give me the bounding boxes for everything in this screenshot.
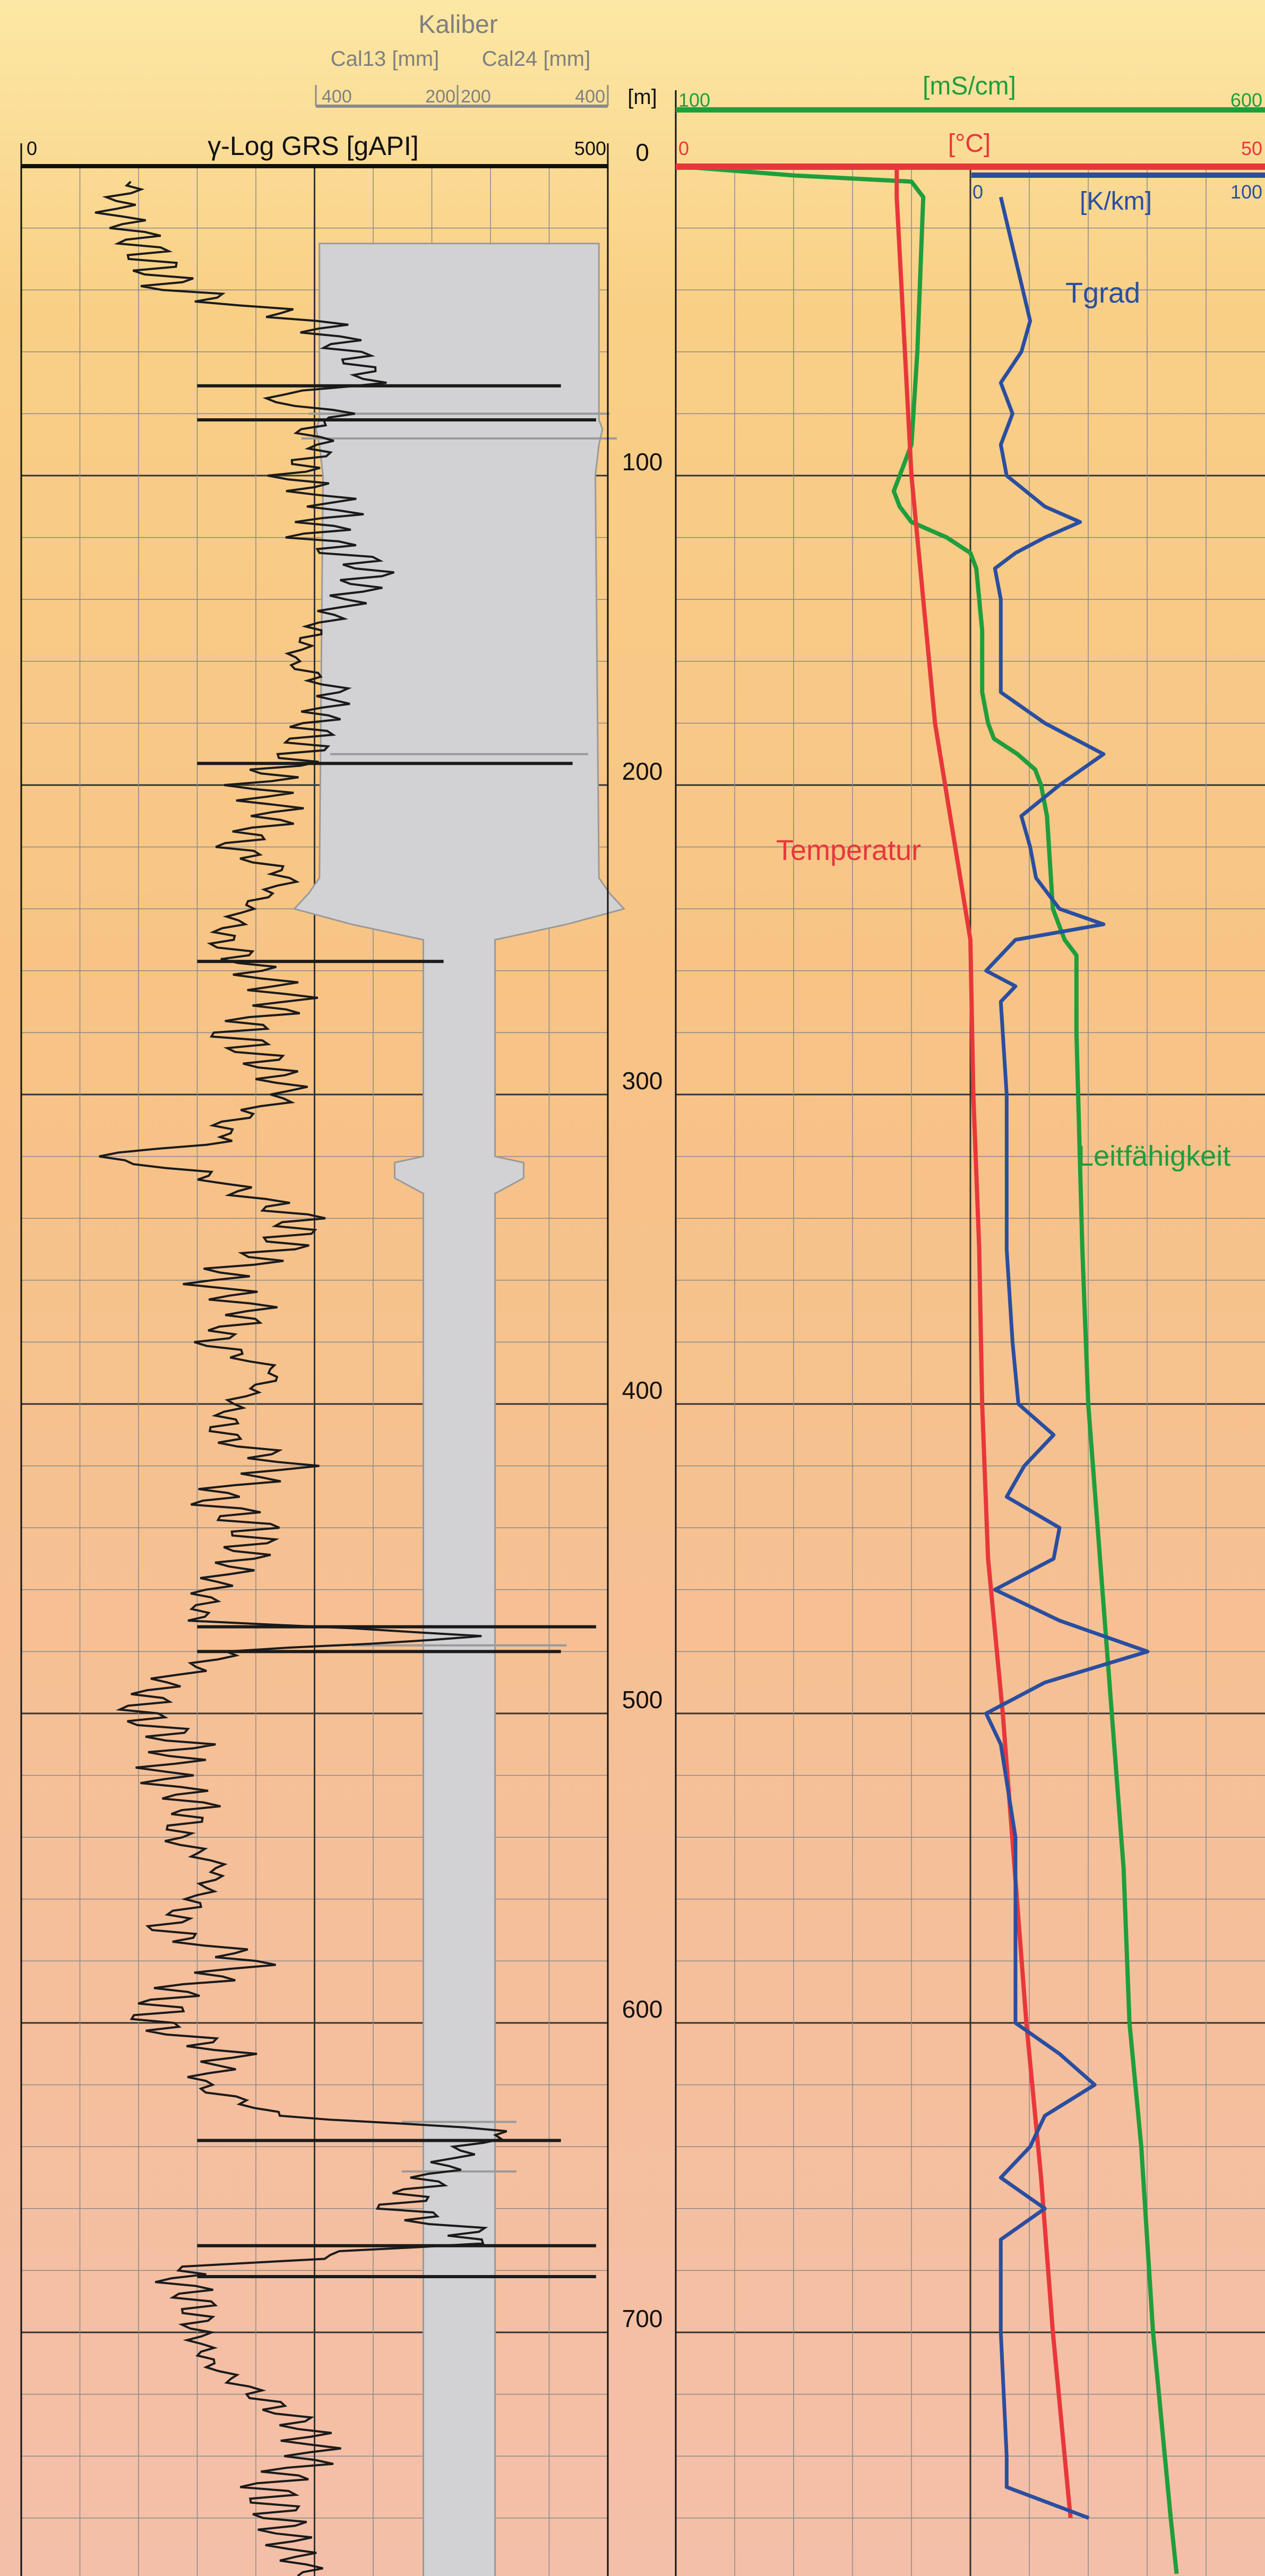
gradient-scale-max: 100 [1230, 181, 1262, 203]
temperature-gradient-curve [984, 196, 1150, 2520]
temperature-unit: [°C] [948, 130, 991, 158]
cal24-scale-200: 200 [461, 87, 491, 107]
temperature-curve-label: Temperatur [776, 834, 921, 866]
depth-tick-label: 400 [622, 1376, 663, 1404]
cal13-label: Cal13 [mm] [331, 47, 440, 71]
cal24-scale-400: 400 [575, 87, 605, 107]
conductivity-scale-max: 600 [1230, 89, 1262, 111]
tgrad-curve-label: Tgrad [1065, 277, 1140, 309]
temperature-curve [894, 166, 1073, 2519]
conductivity-curve-label: Leitfähigkeit [1078, 1140, 1230, 1172]
cal13-scale-400: 400 [322, 87, 352, 107]
cal24-label: Cal24 [mm] [482, 47, 591, 71]
grid [21, 165, 1265, 2576]
caliper-title: Kaliber [418, 11, 497, 39]
depth-tick-label: 500 [622, 1686, 663, 1713]
depth-tick-label: 700 [622, 2305, 663, 2332]
conductivity-curve [675, 164, 1179, 2574]
gamma-ray-curve [94, 180, 507, 2576]
depth-tick-label: 0 [635, 139, 649, 166]
track-frames [20, 85, 1265, 2576]
cal13-scale-200: 200 [425, 87, 455, 107]
gamma-scale-min: 0 [27, 137, 37, 159]
gradient-scale-min: 0 [973, 181, 983, 203]
caliper-borehole-fill [292, 243, 626, 2576]
temperature-scale-min: 0 [678, 137, 689, 159]
gamma-title: γ-Log GRS [gAPI] [208, 131, 418, 161]
depth-tick-labels: 0 100 200 300 400 500 600 700 [622, 139, 663, 2332]
depth-tick-label: 100 [622, 448, 663, 476]
gamma-scale-max: 500 [574, 137, 606, 159]
conductivity-unit: [mS/cm] [923, 72, 1016, 100]
depth-tick-label: 600 [622, 1995, 663, 2023]
temperature-scale-max: 50 [1241, 137, 1262, 159]
caliper-track [292, 243, 626, 2576]
depth-tick-label: 300 [622, 1067, 663, 1095]
depth-unit-label: [m] [627, 85, 657, 109]
gradient-unit: [K/km] [1080, 187, 1152, 216]
log-curves [94, 164, 1179, 2576]
conductivity-scale-min: 100 [678, 89, 710, 111]
depth-tick-label: 200 [622, 757, 663, 785]
